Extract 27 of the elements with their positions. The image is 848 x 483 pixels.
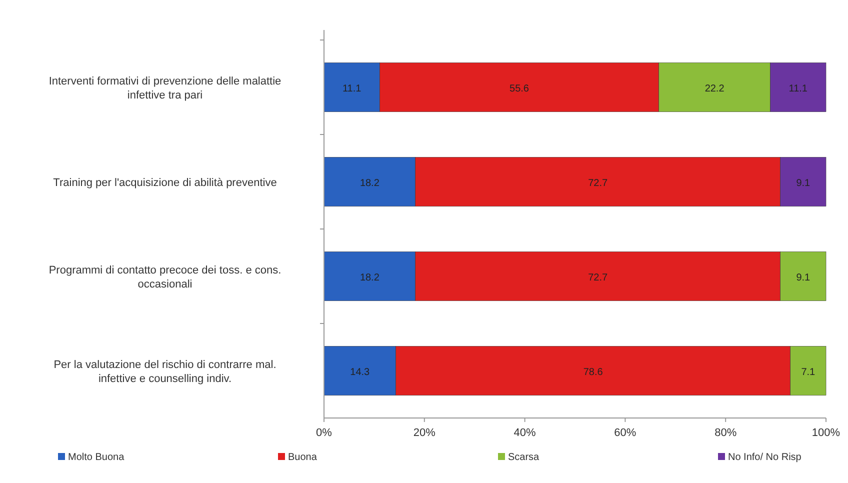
- data-label: 18.2: [360, 178, 380, 189]
- data-label: 18.2: [360, 272, 380, 284]
- x-tick-label: 100%: [812, 427, 840, 439]
- data-label: 72.7: [588, 272, 608, 284]
- data-label: 78.6: [583, 366, 604, 378]
- x-tick-label: 40%: [514, 427, 536, 439]
- x-tick-label: 80%: [714, 427, 737, 439]
- legend-label: Scarsa: [508, 452, 540, 463]
- data-label: 55.6: [510, 83, 530, 94]
- data-label: 11.1: [342, 83, 362, 94]
- y-tick-label: Interventi formativi di prevenzione delle malattie infettive tra pari: [48, 75, 282, 102]
- data-label: 9.1: [796, 178, 811, 189]
- x-tick-label: 60%: [614, 427, 636, 439]
- legend-label: No Info/ No Risp: [728, 452, 802, 463]
- y-tick-label: Training per l'acquisizione di abilità preventive: [53, 176, 277, 189]
- legend-label: Molto Buona: [68, 452, 125, 463]
- legend-label: Buona: [288, 452, 318, 463]
- data-label: 11.1: [788, 83, 808, 94]
- data-label: 9.1: [796, 272, 811, 284]
- y-tick-label: Per la valutazione del rischio di contrarre mal. infettive e counselling indiv.: [54, 358, 276, 385]
- x-tick-label: 20%: [413, 427, 436, 439]
- x-tick-label: 0%: [316, 427, 332, 439]
- data-label: 72.7: [588, 178, 608, 189]
- data-label: 14.3: [350, 366, 370, 378]
- data-label: 7.1: [801, 366, 816, 378]
- y-tick-label: Programmi di contatto precoce dei toss. e cons. occasionali: [48, 264, 282, 290]
- data-label: 22.2: [704, 83, 725, 94]
